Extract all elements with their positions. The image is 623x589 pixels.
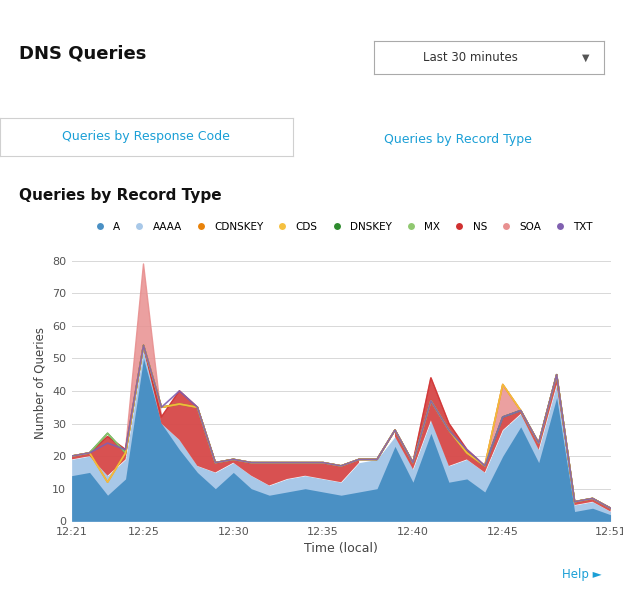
Y-axis label: Number of Queries: Number of Queries [34,327,46,439]
Text: DNS Queries: DNS Queries [19,44,146,62]
Text: Queries by Response Code: Queries by Response Code [62,130,231,144]
Text: ▼: ▼ [582,52,589,62]
Text: Queries by Record Type: Queries by Record Type [384,133,532,146]
Text: Last 30 minutes: Last 30 minutes [423,51,518,64]
X-axis label: Time (local): Time (local) [304,542,378,555]
Text: Help ►: Help ► [561,568,601,581]
Legend: A, AAAA, CDNSKEY, CDS, DNSKEY, MX, NS, SOA, TXT: A, AAAA, CDNSKEY, CDS, DNSKEY, MX, NS, S… [89,222,593,231]
Text: Queries by Record Type: Queries by Record Type [19,188,221,203]
